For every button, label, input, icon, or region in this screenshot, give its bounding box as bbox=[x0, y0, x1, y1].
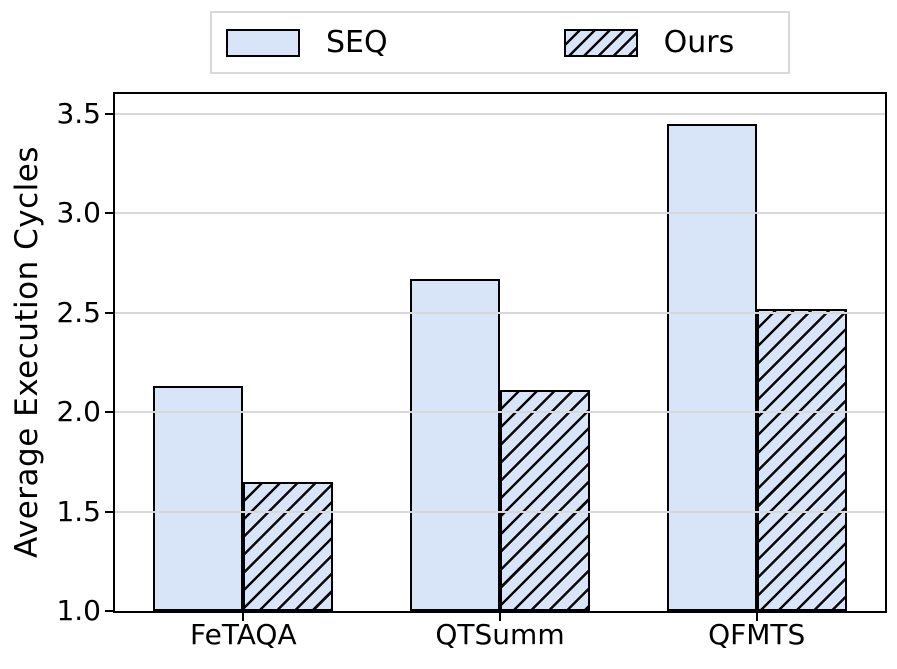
y-tick-label: 3.5 bbox=[56, 96, 101, 130]
grid-line bbox=[115, 411, 885, 414]
x-tick-mark bbox=[242, 611, 245, 621]
bar-seq-qtsumm bbox=[410, 278, 500, 611]
bar-ours-qfmts bbox=[756, 308, 847, 611]
bar-ours-fetaqa bbox=[243, 481, 334, 611]
legend-item-seq: SEQ bbox=[226, 24, 388, 60]
y-tick-mark bbox=[105, 610, 115, 612]
y-tick-label: 2.0 bbox=[56, 395, 101, 429]
y-tick-label: 2.5 bbox=[56, 295, 101, 329]
y-tick-label: 1.5 bbox=[56, 494, 101, 528]
y-tick-mark bbox=[105, 311, 115, 314]
y-tick-mark bbox=[105, 510, 115, 513]
y-tick-label: 1.0 bbox=[56, 594, 101, 627]
bar-ours-qtsumm bbox=[500, 390, 590, 611]
x-tick-mark bbox=[499, 611, 501, 621]
legend: SEQ Ours bbox=[210, 11, 790, 74]
legend-swatch-hatched-icon bbox=[563, 28, 638, 57]
grid-line bbox=[115, 510, 885, 513]
legend-label-seq: SEQ bbox=[326, 24, 388, 60]
y-tick-mark bbox=[105, 212, 115, 215]
x-tick-mark bbox=[755, 611, 758, 621]
legend-swatch-solid-icon bbox=[226, 28, 300, 57]
y-tick-mark bbox=[105, 411, 115, 414]
grid-line bbox=[115, 212, 885, 215]
bar-seq-qfmts bbox=[666, 123, 757, 611]
bar-seq-fetaqa bbox=[153, 386, 244, 611]
x-tick-label-qfmts: QFMTS bbox=[708, 618, 806, 651]
x-tick-label-fetaqa: FeTAQA bbox=[190, 618, 297, 651]
grid-line bbox=[115, 311, 885, 314]
x-tick-label-qtsumm: QTSumm bbox=[435, 618, 565, 651]
y-tick-mark bbox=[105, 112, 115, 115]
legend-item-ours: Ours bbox=[563, 24, 735, 60]
legend-label-ours: Ours bbox=[663, 24, 735, 60]
y-tick-label: 3.0 bbox=[56, 196, 101, 230]
grid-line bbox=[115, 112, 885, 115]
